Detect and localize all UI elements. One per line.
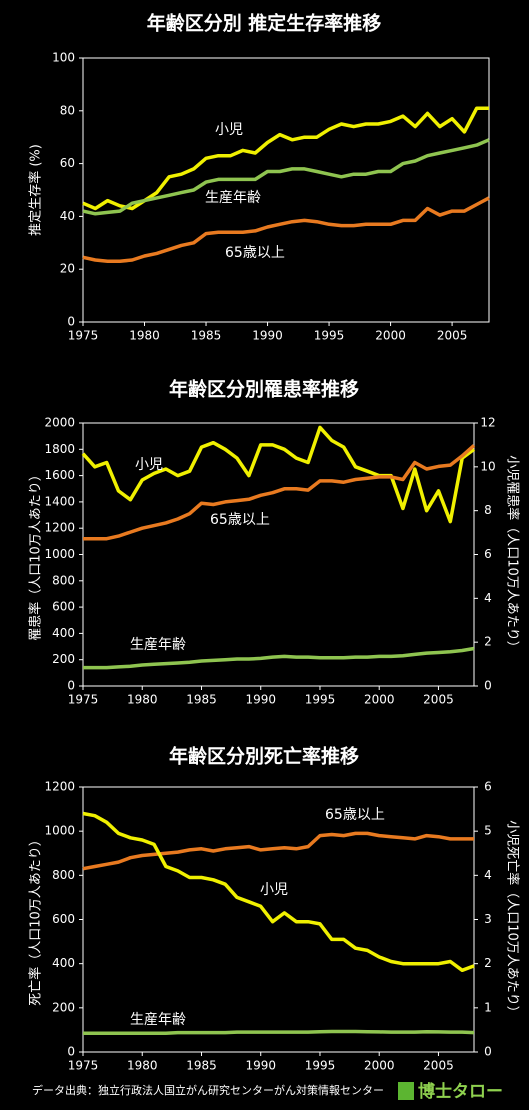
x-tick-label: 1985 xyxy=(191,329,222,343)
series-label: 生産年齢 xyxy=(130,637,186,653)
x-tick-label: 2000 xyxy=(364,693,395,707)
x-tick-label: 1980 xyxy=(127,693,158,707)
x-tick-label: 1990 xyxy=(245,693,276,707)
x-tick-label: 1995 xyxy=(305,693,336,707)
series-line xyxy=(82,196,490,264)
x-tick-label: 1980 xyxy=(129,329,160,343)
x-tick-label: 1995 xyxy=(314,329,345,343)
series-line xyxy=(82,138,490,216)
y2-axis-title: 小児死亡率（人口10万人あたり） xyxy=(505,820,521,1019)
y-tick-label: 0 xyxy=(67,679,75,693)
source-note: データ出典：独立行政法人国立がん研究センターがん対策情報センター xyxy=(32,1083,384,1097)
logo-icon xyxy=(398,1082,414,1100)
y-tick-label: 1800 xyxy=(44,442,75,456)
y2-tick-label: 5 xyxy=(484,824,492,838)
y-tick-label: 0 xyxy=(67,315,75,329)
plot-frame xyxy=(82,57,490,323)
logo-text: 博士タロー xyxy=(418,1081,503,1102)
x-tick-label: 1995 xyxy=(305,1059,336,1073)
x-tick-label: 2005 xyxy=(423,693,454,707)
x-tick-label: 1975 xyxy=(68,329,99,343)
x-tick-label: 1985 xyxy=(186,1059,217,1073)
y-tick-label: 1600 xyxy=(44,468,75,482)
y-tick-label: 600 xyxy=(52,600,75,614)
y2-tick-label: 2 xyxy=(484,635,492,649)
series-line xyxy=(83,1029,475,1035)
y2-tick-label: 4 xyxy=(484,591,492,605)
series-label: 65歳以上 xyxy=(210,512,270,528)
y2-tick-label: 0 xyxy=(484,1045,492,1059)
x-tick-label: 1975 xyxy=(68,693,99,707)
series-label: 生産年齢 xyxy=(205,190,261,206)
y-tick-label: 1200 xyxy=(44,780,75,794)
series-label: 生産年齢 xyxy=(130,1012,186,1028)
y2-tick-label: 8 xyxy=(484,503,492,517)
series-line xyxy=(83,646,475,670)
y-tick-label: 1000 xyxy=(44,824,75,838)
y-tick-label: 1200 xyxy=(44,521,75,535)
x-tick-label: 1980 xyxy=(127,1059,158,1073)
y-axis-title: 罹患率（人口10万人あたり） xyxy=(28,468,44,641)
y2-tick-label: 2 xyxy=(484,956,492,970)
series-line xyxy=(81,425,476,524)
x-tick-label: 1990 xyxy=(245,1059,276,1073)
y-tick-label: 60 xyxy=(60,156,75,170)
y-tick-label: 20 xyxy=(60,262,75,276)
y-tick-label: 800 xyxy=(52,573,75,587)
series-label: 65歳以上 xyxy=(225,245,285,261)
y-tick-label: 200 xyxy=(52,1000,75,1014)
y2-tick-label: 6 xyxy=(484,547,492,561)
x-tick-label: 1985 xyxy=(186,693,217,707)
y-axis-title: 死亡率（人口10万人あたり） xyxy=(28,833,44,1006)
series-line xyxy=(82,106,489,211)
x-tick-label: 2005 xyxy=(423,1059,454,1073)
y2-axis-title: 小児罹患率（人口10万人あたり） xyxy=(505,455,521,654)
x-tick-label: 2005 xyxy=(437,329,468,343)
y-tick-label: 1400 xyxy=(44,494,75,508)
y-axis-title: 推定生存率 (%) xyxy=(28,144,44,236)
y-tick-label: 600 xyxy=(52,912,75,926)
y-tick-label: 400 xyxy=(52,626,75,640)
y2-tick-label: 4 xyxy=(484,868,492,882)
x-tick-label: 1990 xyxy=(252,329,283,343)
y-tick-label: 80 xyxy=(60,103,75,117)
series-label: 小児 xyxy=(215,122,243,138)
y2-tick-label: 12 xyxy=(480,416,495,430)
y2-tick-label: 10 xyxy=(480,459,495,473)
chart-title: 年齢区分別 推定生存率推移 xyxy=(147,12,382,35)
chart-title: 年齢区分別死亡率推移 xyxy=(169,745,359,768)
y-tick-label: 1000 xyxy=(44,547,75,561)
series-label: 小児 xyxy=(260,882,288,898)
y-tick-label: 40 xyxy=(60,209,75,223)
series-label: 小児 xyxy=(135,457,163,473)
series-line xyxy=(82,811,475,973)
y-tick-label: 200 xyxy=(52,652,75,666)
y-tick-label: 400 xyxy=(52,956,75,970)
y-tick-label: 100 xyxy=(52,51,75,65)
series-line xyxy=(82,831,474,871)
chart-title: 年齢区分別罹患率推移 xyxy=(169,378,359,401)
y2-tick-label: 1 xyxy=(484,1000,492,1014)
series-line xyxy=(83,444,476,541)
y-tick-label: 2000 xyxy=(44,416,75,430)
y2-tick-label: 3 xyxy=(484,912,492,926)
y2-tick-label: 0 xyxy=(484,679,492,693)
x-tick-label: 1975 xyxy=(68,1059,99,1073)
y-tick-label: 0 xyxy=(67,1045,75,1059)
y-tick-label: 800 xyxy=(52,868,75,882)
x-tick-label: 2000 xyxy=(375,329,406,343)
x-tick-label: 2000 xyxy=(364,1059,395,1073)
series-label: 65歳以上 xyxy=(325,807,385,823)
y2-tick-label: 6 xyxy=(484,780,492,794)
